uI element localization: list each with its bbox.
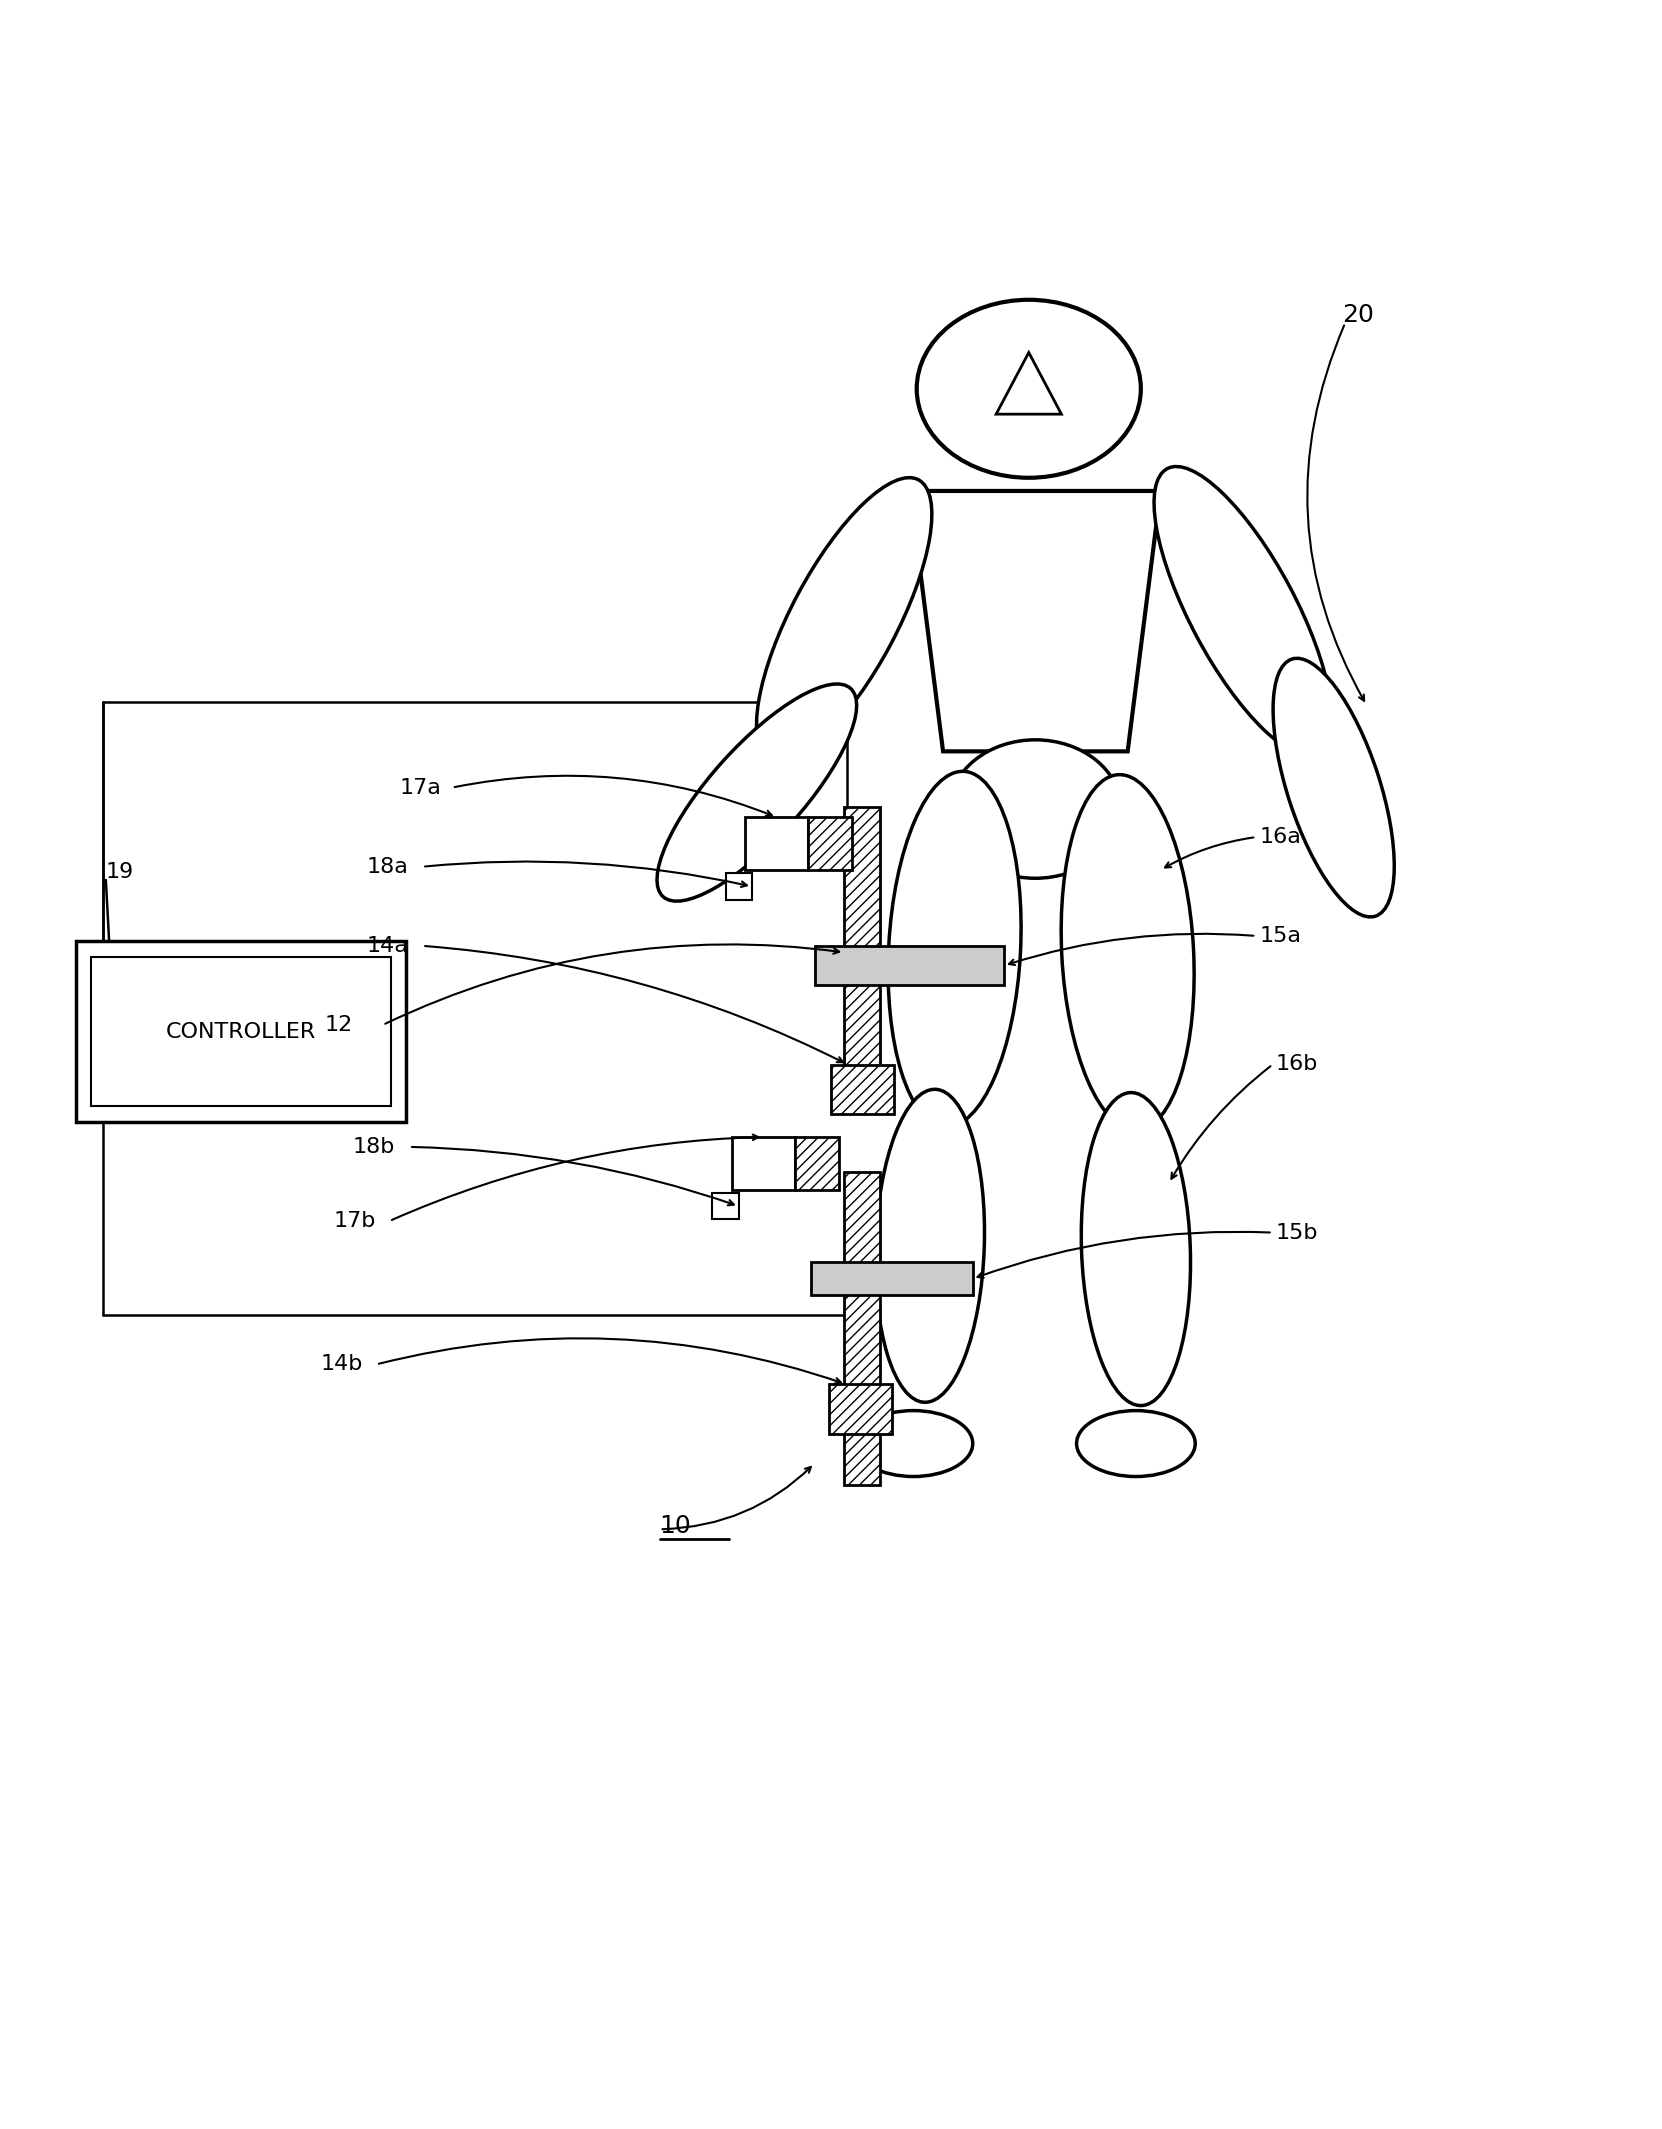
Text: 14b: 14b [321,1354,362,1375]
Bar [808,818,851,871]
Ellipse shape [854,1412,972,1478]
Ellipse shape [888,771,1020,1126]
Text: 18a: 18a [366,856,409,877]
Bar [814,945,1004,986]
Bar [91,958,391,1105]
Text: CONTROLLER: CONTROLLER [166,1022,316,1041]
Bar [76,941,406,1122]
Text: 12: 12 [326,1016,354,1035]
Ellipse shape [949,739,1122,879]
Ellipse shape [656,683,856,901]
Text: 10: 10 [660,1514,691,1537]
Bar [844,1422,881,1484]
Bar [794,1137,839,1190]
Text: 18b: 18b [352,1137,396,1156]
Text: 15b: 15b [1276,1222,1318,1243]
Bar [811,1262,972,1294]
Bar [745,818,808,871]
Bar [831,1064,894,1113]
Text: 16a: 16a [1260,826,1301,847]
Bar [726,873,751,901]
Text: 15a: 15a [1260,926,1301,945]
Bar [829,1384,892,1433]
Text: 17a: 17a [399,777,440,798]
Text: 14a: 14a [366,937,409,956]
Bar [733,1137,794,1190]
Text: 17b: 17b [334,1211,376,1231]
Ellipse shape [876,1090,984,1403]
Text: 16b: 16b [1276,1054,1318,1075]
Ellipse shape [917,300,1140,477]
Bar [844,807,881,1101]
Ellipse shape [1273,658,1394,918]
Text: 19: 19 [106,862,135,881]
Ellipse shape [1077,1412,1195,1478]
Text: 20: 20 [1341,302,1374,326]
Ellipse shape [1060,775,1195,1130]
Ellipse shape [1082,1092,1190,1405]
Ellipse shape [1153,466,1331,756]
Bar [844,1171,881,1403]
Bar [713,1192,738,1220]
Ellipse shape [756,477,932,762]
